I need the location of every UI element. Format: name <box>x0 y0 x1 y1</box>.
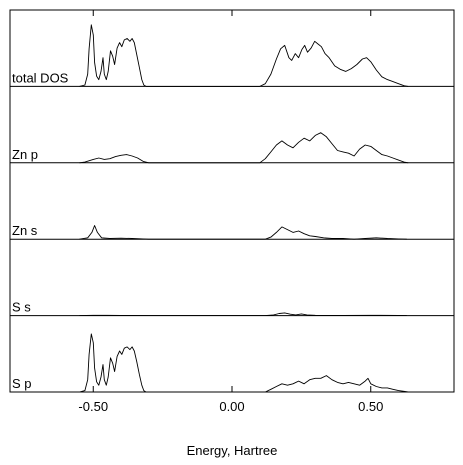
series-line-s-s <box>79 312 407 317</box>
panel-label: Zn p <box>12 147 38 162</box>
x-axis-ticks: -0.50 0.00 0.50 <box>78 10 383 414</box>
panel-label: S p <box>12 376 32 391</box>
series-line-zn-s <box>79 225 407 240</box>
x-tick-label: -0.50 <box>78 399 108 414</box>
panel-labels: total DOS Zn p Zn s S s S p <box>12 70 69 391</box>
series-line-s-p <box>79 333 409 393</box>
panel-separators <box>10 85 454 317</box>
series-line-zn-p <box>79 132 409 164</box>
panel-label: total DOS <box>12 70 69 85</box>
x-tick-label: 0.50 <box>358 399 383 414</box>
x-axis-label: Energy, Hartree <box>187 443 278 458</box>
dos-curves <box>79 24 409 393</box>
x-tick-label: 0.00 <box>219 399 244 414</box>
plot-frame <box>9 9 455 393</box>
series-line-total-dos <box>79 24 409 87</box>
panel-label: Zn s <box>12 223 38 238</box>
panel-label: S s <box>12 300 31 315</box>
